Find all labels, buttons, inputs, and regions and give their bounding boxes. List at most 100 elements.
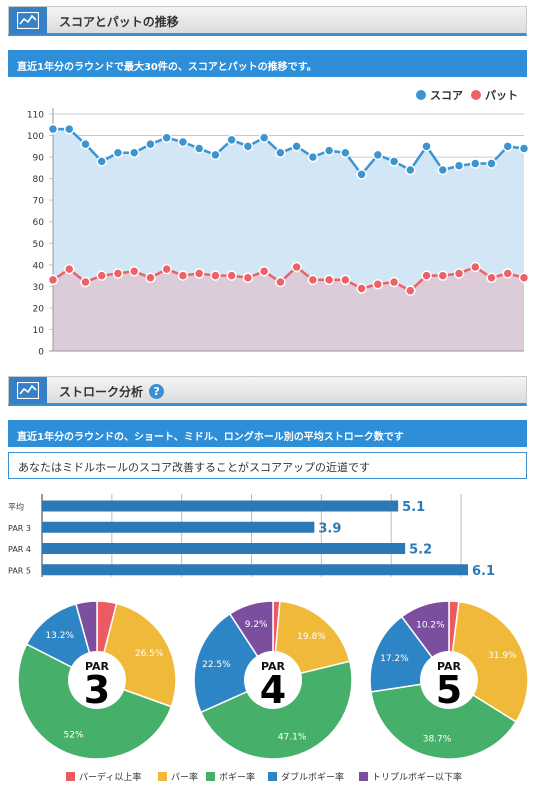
score-point <box>226 134 237 146</box>
score-point <box>405 164 416 176</box>
pie-center <box>420 651 478 709</box>
pie-slice-label: 22.5% <box>202 660 231 670</box>
bar <box>42 543 406 554</box>
score-point <box>258 132 270 143</box>
pie-center-par: PAR <box>437 660 462 673</box>
putt-point <box>96 270 107 281</box>
pie-slice-label: 26.5% <box>135 649 164 659</box>
pie-slice-label: 19.8% <box>297 632 326 642</box>
putt-point <box>340 274 351 286</box>
bar-category-label: PAR 3 <box>8 524 31 533</box>
putt-point <box>388 276 400 288</box>
bar-value-label: 5.1 <box>402 500 425 515</box>
legend-label: パーディ以上率 <box>79 771 141 783</box>
y-tick-label: 40 <box>33 261 45 271</box>
putt-point <box>372 278 384 290</box>
pie-slice-label: 13.2% <box>45 631 74 641</box>
score-point <box>356 169 367 180</box>
section-title: ストローク分析? <box>59 383 165 400</box>
putt-point <box>356 283 367 294</box>
putt-point <box>437 270 449 281</box>
section-description: 直近1年分のラウンドで最大30件の、スコアとパットの推移です。 <box>8 50 527 77</box>
score-point <box>242 141 254 152</box>
pie-slice-label: 52% <box>64 731 84 741</box>
putt-point <box>486 272 497 283</box>
putt-point <box>128 266 140 277</box>
score-point <box>307 151 319 163</box>
score-point <box>486 158 497 169</box>
bar-value-label: 5.2 <box>409 543 432 558</box>
putt-point <box>242 272 254 283</box>
pie-center-number: 3 <box>84 668 110 712</box>
putt-point <box>323 274 335 286</box>
score-point <box>323 145 335 156</box>
score-point <box>437 164 449 176</box>
y-tick-label: 110 <box>27 111 44 121</box>
bar <box>42 521 315 533</box>
legend-swatch <box>359 772 368 781</box>
putt-point <box>258 266 270 277</box>
putt-point <box>63 263 75 275</box>
putt-point <box>470 261 481 273</box>
pie-legend: パーディ以上率 パー率 ボギー率 ダブルボギー率 トリプルボギー以下率 <box>66 771 462 783</box>
legend-marker <box>471 90 481 100</box>
bar-value-label: 6.1 <box>472 564 495 579</box>
y-tick-label: 50 <box>33 240 45 250</box>
putt-point <box>177 270 189 281</box>
score-point <box>145 138 156 150</box>
pie-center <box>68 651 126 709</box>
putt-point <box>405 285 416 296</box>
score-point <box>453 160 465 171</box>
pie-slice-label: 17.2% <box>380 654 409 664</box>
chart-trend-icon <box>9 7 47 34</box>
bar-value-label: 3.9 <box>318 521 341 536</box>
putt-point <box>210 270 221 281</box>
section-header-score-trend: スコアとパットの推移 <box>8 6 527 36</box>
pie-center <box>244 651 302 709</box>
putt-point <box>275 276 286 288</box>
pie-slice-label: 31.9% <box>488 651 517 661</box>
score-point <box>193 143 205 154</box>
section-description: 直近1年分のラウンドの、ショート、ミドル、ロングホール別の平均ストローク数です <box>8 420 527 447</box>
y-tick-label: 70 <box>33 197 45 207</box>
help-icon[interactable]: ? <box>149 384 165 399</box>
legend-label: パー率 <box>171 771 198 783</box>
putt-point <box>145 272 156 283</box>
putt-point <box>193 268 205 279</box>
score-point <box>63 123 75 135</box>
score-point <box>421 141 432 152</box>
score-point <box>470 158 481 169</box>
putt-point <box>518 272 530 283</box>
score-point <box>502 141 514 152</box>
putt-point <box>47 274 59 286</box>
pie-slice <box>370 679 518 760</box>
score-point <box>47 123 59 135</box>
legend-label: スコア <box>430 89 463 102</box>
score-point <box>128 147 140 159</box>
hole-result-pie-charts: 26.5%52%13.2%PAR319.8%47.1%22.5%9.2%PAR4… <box>17 600 529 760</box>
y-tick-label: 0 <box>38 348 44 358</box>
score-point <box>340 147 351 159</box>
putt-point <box>502 268 514 279</box>
putt-point <box>80 276 91 288</box>
y-tick-label: 90 <box>33 154 45 164</box>
legend-label: ダブルボギー率 <box>281 771 344 783</box>
putt-area <box>53 266 524 351</box>
score-point <box>275 147 286 159</box>
putt-point <box>226 270 237 281</box>
bar <box>42 564 468 576</box>
putt-point <box>291 261 302 273</box>
pie-slice-label: 10.2% <box>416 621 445 631</box>
y-tick-label: 10 <box>33 326 45 336</box>
section-header-stroke-analysis: ストローク分析? <box>8 376 527 406</box>
legend-marker <box>416 90 426 100</box>
legend-swatch <box>66 772 75 781</box>
score-putt-line-chart: 0 10 20 30 40 50 60 70 80 90 100 110 スコア パット <box>27 89 530 358</box>
pie-center-number: 5 <box>436 668 462 712</box>
score-point <box>291 141 302 152</box>
advice-message: あなたはミドルホールのスコア改善することがスコアアップの近道です <box>8 452 527 479</box>
bar <box>42 500 399 512</box>
score-point <box>518 143 530 154</box>
score-point <box>96 156 107 167</box>
pie-center-number: 4 <box>260 668 286 712</box>
